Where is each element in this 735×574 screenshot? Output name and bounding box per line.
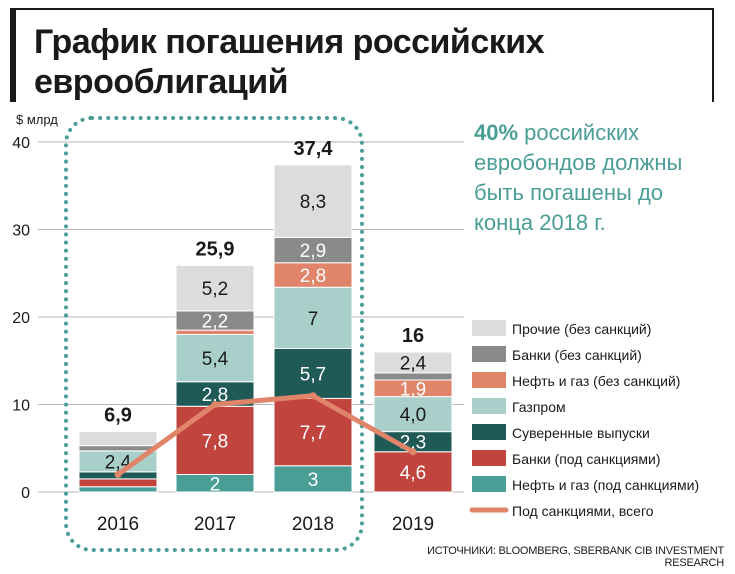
data-label: 2,4 [400,354,427,375]
bar-segment [78,445,158,452]
legend-swatch [472,398,506,414]
line-point [309,392,317,400]
y-tick-label: 30 [12,223,30,240]
legend-label: Банки (без санкций) [512,347,642,363]
title-frame-top [10,8,714,10]
x-tick-label: 2019 [392,514,434,535]
data-label: 4,0 [400,405,426,426]
legend-label: Под санкциями, всего [512,503,654,519]
total-label: 37,4 [294,138,334,160]
highlight-note: 40% российских евробондов должны быть по… [474,118,714,238]
data-label: 7,7 [300,423,326,444]
legend-swatch [472,424,506,440]
data-label: 8,3 [300,192,326,213]
data-label: 3 [308,470,319,491]
y-tick-label: 0 [21,485,30,502]
x-tick-label: 2018 [292,514,334,535]
data-label: 5,7 [300,364,326,385]
title-frame-right [712,8,714,102]
bar-segment [78,478,158,488]
legend-swatch [472,450,506,466]
data-label: 7 [308,309,319,330]
legend-swatch [472,476,506,492]
highlight-frame [64,116,364,552]
legend-label: Прочие (без санкций) [512,321,651,337]
legend-swatch [472,320,506,336]
legend-label: Нефть и газ (под санкциями) [512,477,699,493]
bar-segment [273,262,353,288]
sanctions-line [115,393,416,477]
legend-label: Нефть и газ (без санкций) [512,373,680,389]
total-label: 25,9 [196,238,235,260]
bar-segment [175,264,255,312]
title-accent-bar [10,8,16,102]
bar-segment [78,431,158,447]
legend-swatch [472,372,506,388]
bar-segment [175,405,255,475]
data-label: 2,2 [202,312,228,333]
note-highlight: 40% [474,120,519,145]
y-tick-label: 10 [12,398,30,415]
x-tick-label: 2016 [97,514,139,535]
y-tick-label: 20 [12,310,30,327]
data-label: 4,6 [400,463,426,484]
x-tick-label: 2017 [194,514,236,535]
data-label: 2 [210,474,221,495]
legend-label: Суверенные выпуски [512,425,650,441]
total-label: 16 [402,325,424,347]
bar-segment [78,486,158,493]
bar-segment [373,351,453,374]
bar-segment [373,451,453,493]
bar-segment [273,286,353,349]
data-label: 5,2 [202,279,228,300]
total-label: 6,9 [104,405,132,427]
chart-title: График погашения российских еврооблигаци… [34,23,545,101]
data-label: 2,8 [300,266,326,287]
line-point [114,471,122,478]
legend-label: Газпром [512,399,566,415]
source-credit: ИСТОЧНИКИ: BLOOMBERG, SBERBANK CIB INVES… [427,545,724,569]
data-label: 2,9 [300,241,326,262]
line-point [409,448,417,456]
data-label: 2,8 [202,385,228,406]
legend-label: Банки (под санкциями) [512,451,661,467]
note-text: российских евробондов должны быть погаше… [474,120,683,235]
y-tick-label: 40 [12,135,30,152]
legend-swatch [472,346,506,362]
data-label: 1,9 [400,379,426,400]
data-label: 5,4 [202,349,229,370]
bar-segment [273,348,353,399]
bar-segment [273,164,353,238]
data-label: 7,8 [202,431,228,452]
y-axis-label: $ млрд [16,112,58,127]
line-point [211,401,219,408]
bar-segment [175,334,255,383]
